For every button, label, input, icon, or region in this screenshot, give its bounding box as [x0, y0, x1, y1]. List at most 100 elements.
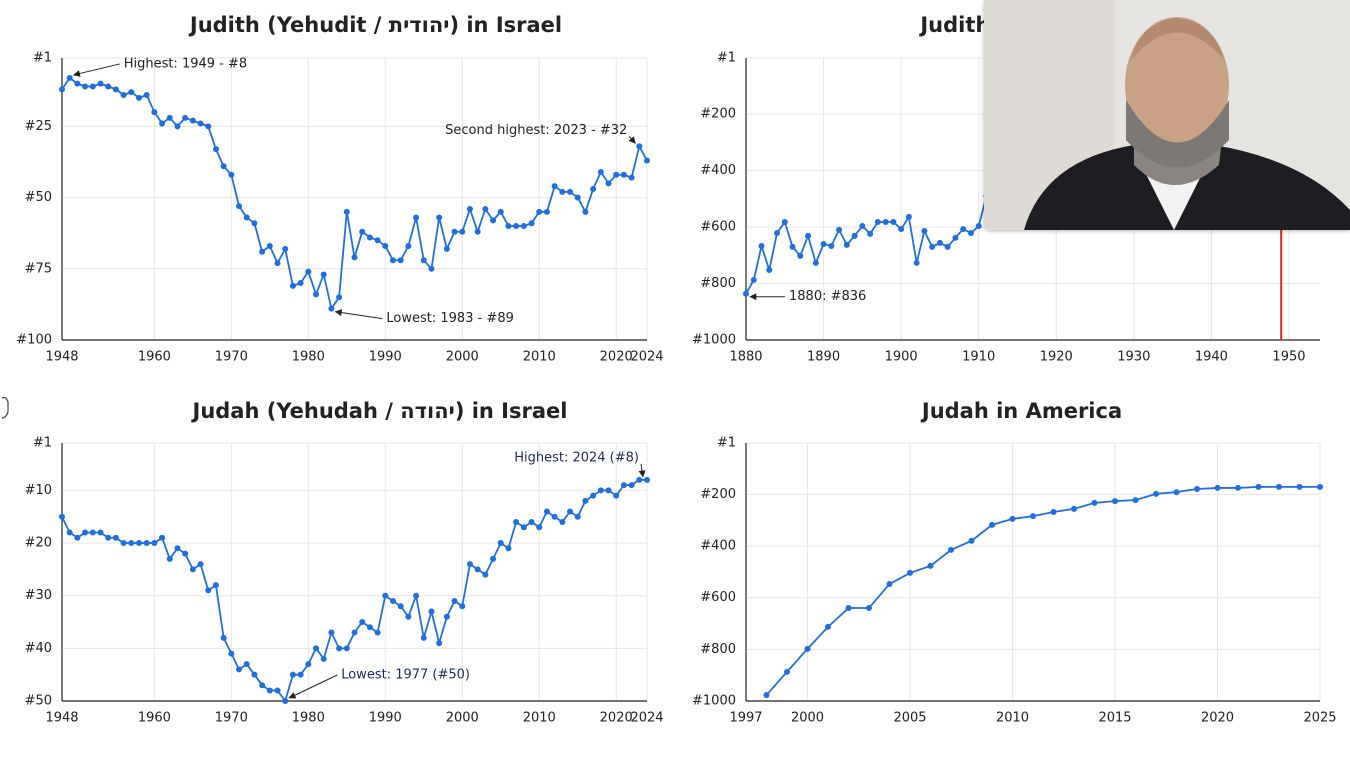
data-point	[159, 120, 166, 127]
data-point	[428, 265, 435, 272]
data-point	[259, 682, 266, 689]
data-point	[882, 219, 889, 226]
data-point	[543, 208, 550, 215]
x-tick-label: 2005	[893, 711, 926, 726]
x-tick-label: 2024	[630, 350, 663, 365]
x-tick-label: 1950	[1272, 350, 1305, 365]
data-point	[1030, 513, 1036, 520]
data-point	[328, 629, 335, 636]
chart-title: Judah (Yehudah / יהודה) in Israel	[191, 399, 568, 423]
data-point	[590, 186, 597, 193]
data-point	[451, 228, 458, 235]
data-point	[74, 534, 81, 541]
data-point	[1235, 484, 1241, 491]
data-point	[1317, 483, 1323, 490]
x-tick-label: 1970	[215, 350, 248, 365]
data-point	[929, 243, 936, 250]
data-point	[1009, 515, 1016, 522]
y-tick-label: #25	[25, 119, 52, 134]
data-point	[474, 566, 481, 573]
data-point	[628, 174, 635, 181]
data-point	[266, 243, 273, 249]
data-point	[89, 529, 96, 536]
data-point	[382, 243, 389, 249]
annotation: Highest: 2024 (#8)	[514, 450, 639, 465]
data-point	[866, 605, 872, 612]
data-point	[1071, 505, 1077, 512]
data-point	[936, 239, 943, 246]
x-tick-label: 1880	[729, 350, 762, 365]
data-point	[220, 163, 227, 170]
data-point	[636, 476, 643, 483]
data-point	[989, 521, 995, 528]
data-point	[1050, 508, 1057, 515]
data-point	[459, 228, 466, 235]
y-tick-label: #200	[700, 107, 736, 122]
data-point	[784, 668, 790, 675]
data-point	[74, 80, 81, 87]
data-point	[597, 487, 604, 494]
data-point	[135, 540, 142, 547]
data-point	[336, 645, 343, 652]
chart-title: Judah in America	[920, 399, 1122, 423]
x-tick-label: 2000	[791, 711, 824, 726]
y-tick-label: #600	[700, 590, 736, 605]
data-point	[482, 205, 489, 212]
data-point	[205, 123, 212, 130]
data-point	[197, 561, 204, 568]
data-point	[82, 83, 89, 90]
x-tick-label: 2025	[1303, 711, 1336, 726]
data-point	[528, 518, 535, 525]
data-point	[89, 83, 96, 90]
data-point	[812, 259, 819, 266]
y-tick-label: #800	[700, 276, 736, 291]
data-point	[228, 650, 235, 657]
data-point	[1132, 497, 1139, 504]
data-point	[513, 518, 520, 525]
data-point	[343, 208, 350, 215]
data-point	[789, 243, 796, 250]
x-tick-label: 2000	[446, 350, 479, 365]
data-point	[644, 476, 650, 483]
y-tick-label: #400	[700, 539, 736, 554]
data-point	[867, 230, 874, 237]
data-point	[543, 508, 550, 515]
data-point	[97, 80, 104, 87]
data-point	[236, 666, 243, 673]
data-point	[597, 168, 604, 175]
y-tick-label: #10	[25, 483, 52, 498]
data-point	[251, 220, 258, 227]
data-point	[944, 243, 951, 250]
data-point	[828, 243, 835, 249]
data-point	[505, 223, 512, 230]
data-point	[128, 89, 135, 96]
x-tick-label: 1900	[885, 350, 918, 365]
data-point	[251, 671, 258, 678]
x-tick-label: 1970	[215, 711, 248, 726]
data-point	[644, 157, 650, 164]
data-point	[405, 613, 412, 620]
chart-title: Judith (Yehudit / יהודית) in Israel	[188, 13, 562, 37]
data-point	[443, 613, 450, 620]
data-point	[859, 222, 866, 229]
data-point	[243, 214, 250, 221]
data-point	[66, 529, 73, 536]
data-point	[143, 540, 150, 547]
y-tick-label: #600	[700, 220, 736, 235]
data-point	[305, 268, 312, 275]
data-point	[505, 545, 512, 552]
data-point	[567, 188, 574, 195]
y-tick-label: #1	[33, 51, 52, 66]
data-point	[1194, 485, 1200, 492]
data-point	[112, 534, 119, 541]
data-point	[182, 550, 189, 557]
annotation-arrow	[628, 135, 636, 144]
x-tick-label: 2010	[523, 350, 556, 365]
annotation-arrow	[334, 309, 383, 320]
data-point	[366, 624, 373, 631]
data-point	[567, 508, 574, 515]
data-point	[1296, 483, 1303, 490]
data-point	[305, 661, 312, 668]
